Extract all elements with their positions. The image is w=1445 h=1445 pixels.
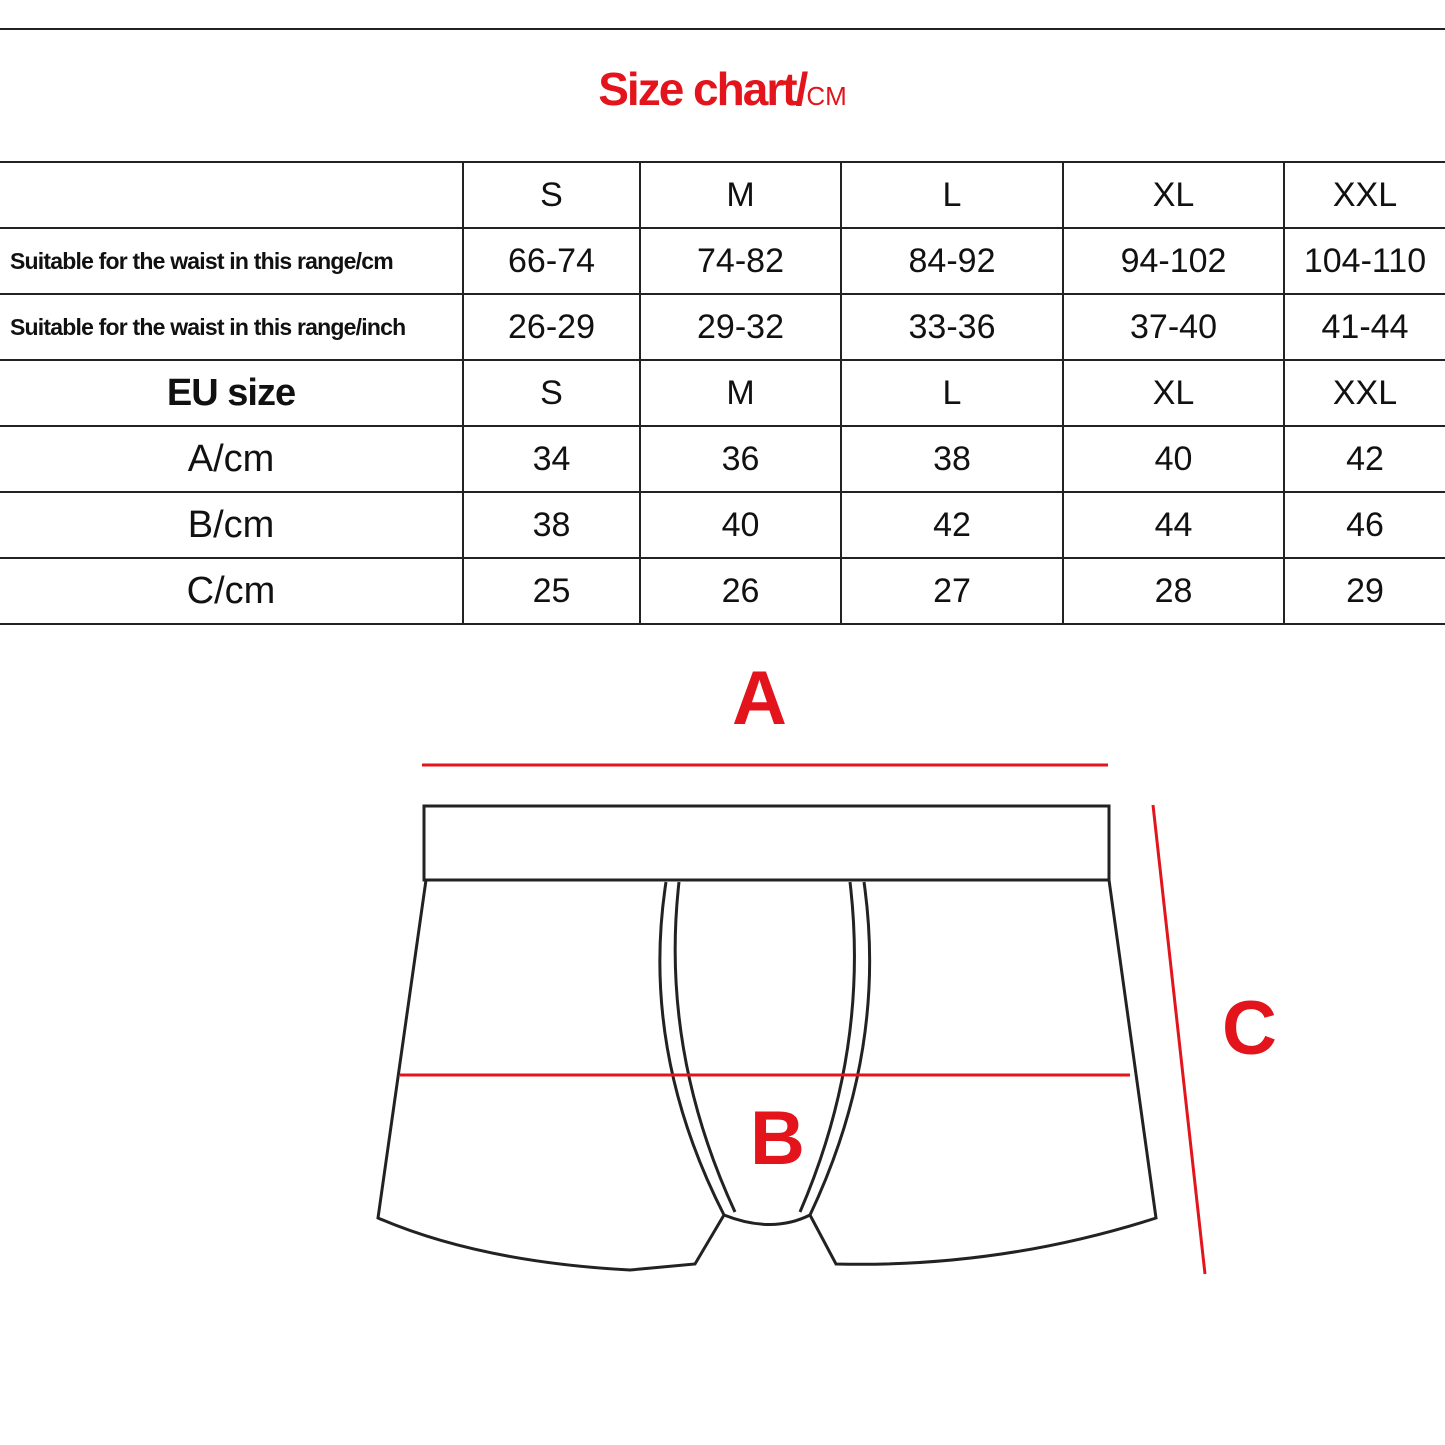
table-cell: 66-74 [462,227,641,295]
table-cell: 33-36 [840,293,1064,361]
row-label: C/cm [0,557,464,625]
table-row: A/cm 34 36 38 40 42 [0,425,1445,493]
table-cell: 42 [840,491,1064,559]
table-cell: 46 [1283,491,1445,559]
table-cell: 104-110 [1283,227,1445,295]
table-row: Suitable for the waist in this range/inc… [0,293,1445,361]
label-a: A [732,656,787,741]
table-row: C/cm 25 26 27 28 29 [0,557,1445,625]
table-cell: S [462,161,641,229]
table-cell: S [462,359,641,427]
size-table: S M L XL XXL Suitable for the waist in this r… [0,161,1445,625]
row-label: Suitable for the waist in this range/cm [0,227,464,295]
table-cell: 27 [840,557,1064,625]
table-cell: 25 [462,557,641,625]
table-cell: 38 [840,425,1064,493]
table-cell: 29-32 [639,293,842,361]
row-label: B/cm [0,491,464,559]
title-unit: CM [806,81,847,111]
table-cell: M [639,161,842,229]
table-cell: XXL [1283,359,1445,427]
table-cell: 26 [639,557,842,625]
table-cell: 38 [462,491,641,559]
table-cell: 42 [1283,425,1445,493]
top-divider [0,28,1445,30]
row-label: A/cm [0,425,464,493]
table-cell: 26-29 [462,293,641,361]
table-cell: 36 [639,425,842,493]
table-cell: 74-82 [639,227,842,295]
boxer-body [376,879,1158,1272]
table-cell: 40 [639,491,842,559]
table-cell: 40 [1062,425,1285,493]
table-cell: XXL [1283,161,1445,229]
table-cell: 37-40 [1062,293,1285,361]
table-cell: 41-44 [1283,293,1445,361]
label-b: B [750,1096,805,1181]
pouch-seam-left-outer [658,881,726,1216]
table-row: Suitable for the waist in this range/cm 6… [0,227,1445,295]
table-row: EU size S M L XL XXL [0,359,1445,427]
pouch-seam-right-outer [808,881,872,1216]
table-cell: 84-92 [840,227,1064,295]
table-cell: XL [1062,161,1285,229]
row-label [0,161,464,229]
table-header-row: S M L XL XXL [0,161,1445,229]
table-cell: M [639,359,842,427]
table-cell: L [840,359,1064,427]
table-cell: 29 [1283,557,1445,625]
waistband [422,804,1111,882]
table-cell: 28 [1062,557,1285,625]
row-label: EU size [0,359,464,427]
page-title: Size chart/CM [0,62,1445,116]
table-cell: 94-102 [1062,227,1285,295]
title-text: Size chart/ [598,63,808,115]
table-cell: 34 [462,425,641,493]
label-c: C [1222,986,1277,1071]
table-cell: 44 [1062,491,1285,559]
row-label: Suitable for the waist in this range/inc… [0,293,464,361]
measure-line-c [1151,804,1207,1275]
table-row: B/cm 38 40 42 44 46 [0,491,1445,559]
pouch-seam-right-inner [798,881,856,1213]
table-cell: L [840,161,1064,229]
table-cell: XL [1062,359,1285,427]
pouch-seam-left-inner [673,881,737,1213]
